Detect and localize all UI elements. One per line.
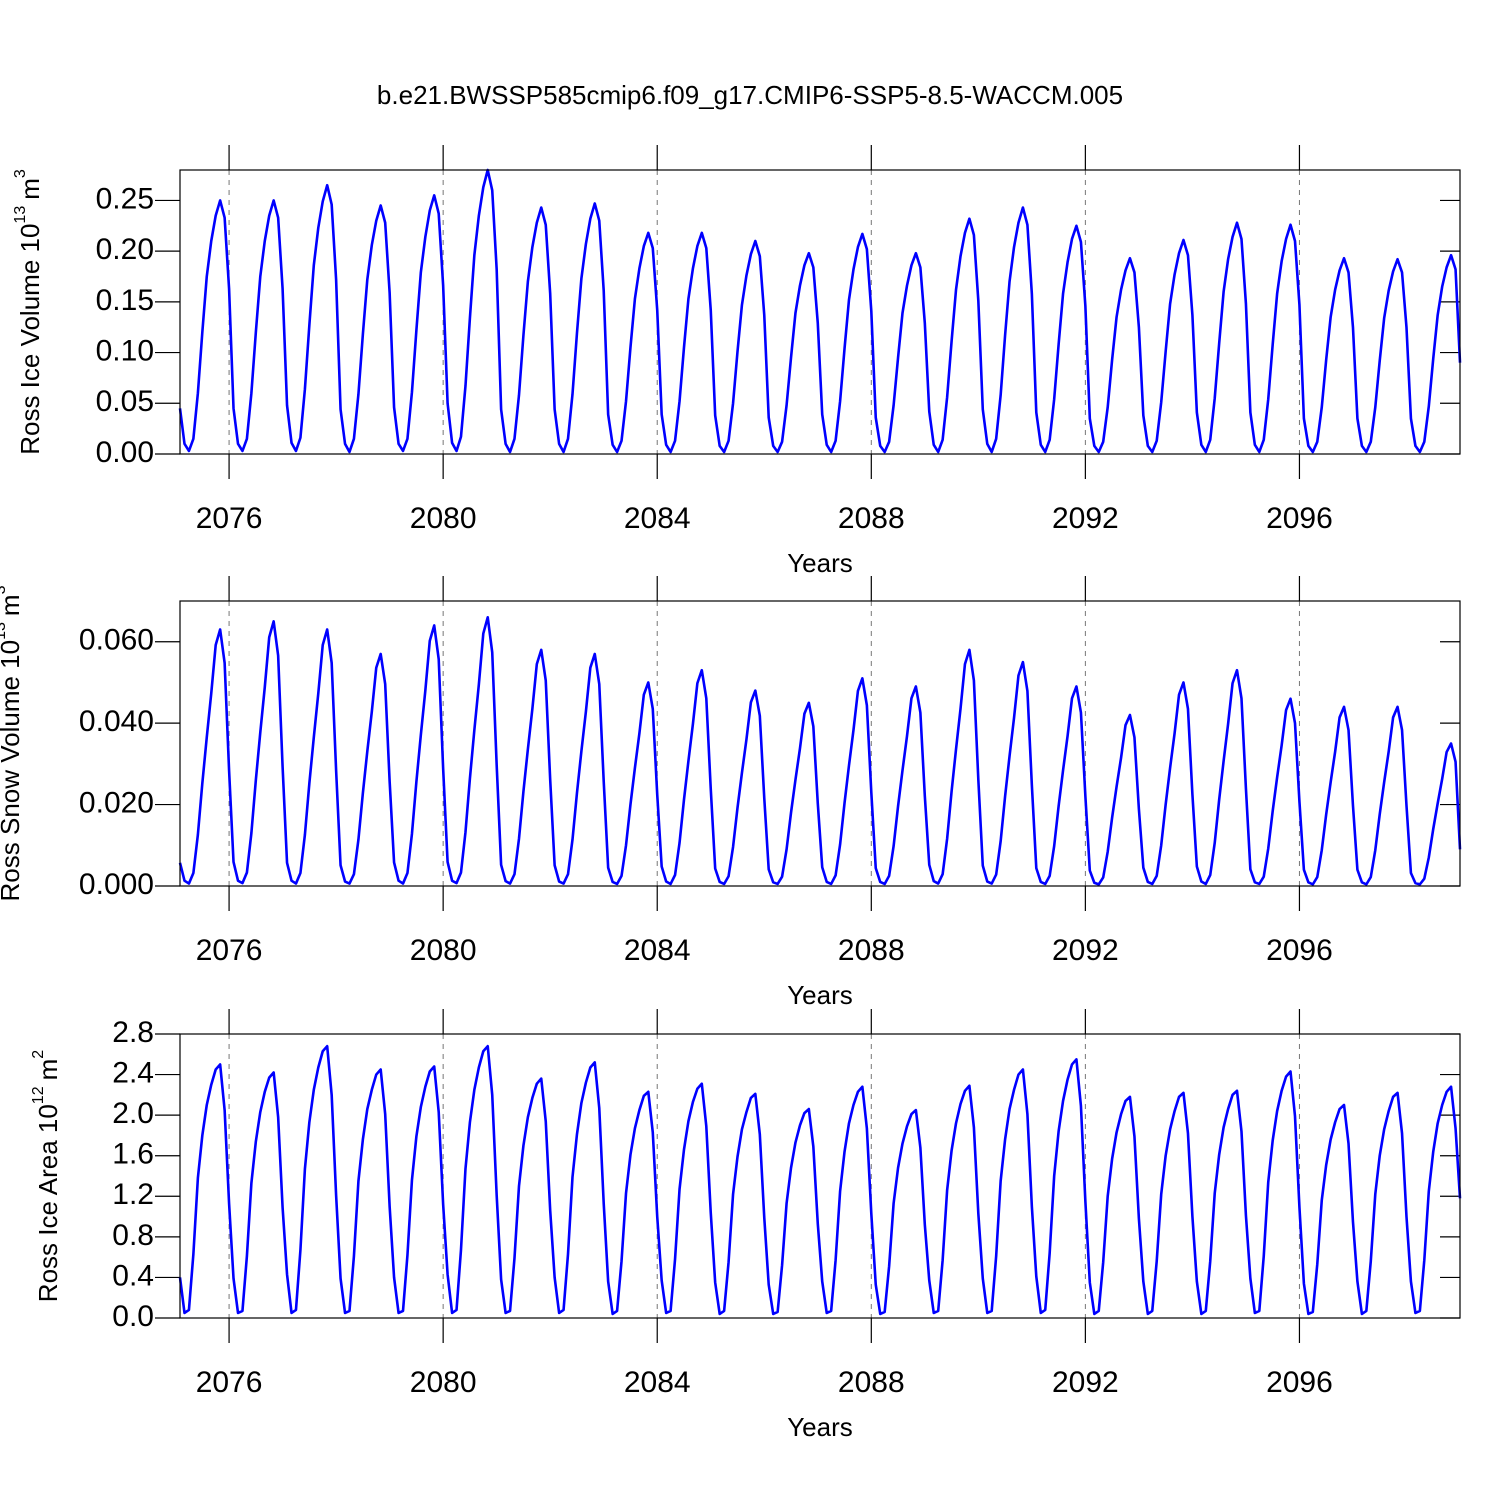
x-axis-label: Years: [787, 1412, 853, 1442]
y-tick-label: 0.10: [96, 334, 154, 367]
y-tick-label: 0.20: [96, 233, 154, 266]
y-tick-label: 0.8: [112, 1219, 154, 1252]
x-tick-label: 2076: [196, 1366, 263, 1399]
plot-frame: [179, 600, 1461, 887]
x-tick-label: 2088: [838, 1366, 905, 1399]
y-axis-label-exponent: 12: [30, 1086, 47, 1104]
plot-frame: [179, 1033, 1461, 1319]
x-tick-label: 2080: [410, 934, 477, 967]
x-tick-label: 2096: [1266, 934, 1333, 967]
x-axis-label: Years: [787, 980, 853, 1010]
y-axis-label-unit-exponent: 3: [12, 169, 29, 178]
y-tick-label: 0.00: [96, 436, 154, 469]
data-line: [178, 168, 1462, 454]
x-tick-label: 2076: [196, 934, 263, 967]
y-tick-label: 0.0: [112, 1300, 154, 1333]
x-tick-label: 2084: [624, 502, 691, 535]
y-axis-label-unit-exponent: 3: [0, 585, 9, 594]
plot-frame: [179, 169, 1461, 455]
x-tick-label: 2076: [196, 502, 263, 535]
y-tick-label: 0.15: [96, 284, 154, 317]
x-tick-label: 2096: [1266, 502, 1333, 535]
y-axis-label-unit: m: [33, 1059, 63, 1081]
y-tick-label: 0.000: [79, 868, 154, 901]
y-tick-label: 0.040: [79, 705, 154, 738]
x-tick-label: 2088: [838, 502, 905, 535]
data-line: [178, 1044, 1462, 1316]
x-tick-label: 2080: [410, 1366, 477, 1399]
x-tick-label: 2088: [838, 934, 905, 967]
y-tick-label: 2.0: [112, 1097, 154, 1130]
x-tick-label: 2080: [410, 502, 477, 535]
y-axis-label-unit: m: [15, 178, 45, 200]
y-axis-label-text: Ross Snow Volume 10: [0, 640, 25, 902]
x-tick-label: 2096: [1266, 1366, 1333, 1399]
x-tick-label: 2084: [624, 934, 691, 967]
x-axis-label: Years: [787, 548, 853, 578]
x-tick-label: 2092: [1052, 1366, 1119, 1399]
x-tick-label: 2092: [1052, 934, 1119, 967]
y-axis-label-unit-exponent: 2: [30, 1050, 47, 1059]
x-tick-label: 2092: [1052, 502, 1119, 535]
y-axis-label-exponent: 13: [0, 622, 9, 640]
y-axis-label-unit: m: [0, 594, 25, 616]
x-tick-label: 2084: [624, 1366, 691, 1399]
chart-title: b.e21.BWSSP585cmip6.f09_g17.CMIP6-SSP5-8…: [377, 80, 1123, 110]
data-line: [178, 615, 1462, 886]
y-tick-label: 2.8: [112, 1016, 154, 1049]
y-tick-label: 0.05: [96, 385, 154, 418]
y-tick-label: 0.060: [79, 624, 154, 657]
y-axis-label-text: Ross Ice Area 10: [33, 1104, 63, 1302]
y-tick-label: 1.6: [112, 1138, 154, 1171]
y-tick-label: 0.020: [79, 786, 154, 819]
y-axis-label-text: Ross Ice Volume 10: [15, 224, 45, 455]
y-axis-label-exponent: 13: [12, 206, 29, 224]
y-axis-label: Ross Snow Volume 1013 m3: [0, 585, 25, 901]
y-tick-label: 0.25: [96, 182, 154, 215]
y-axis-label: Ross Ice Volume 1013 m3: [12, 169, 45, 455]
y-tick-label: 0.4: [112, 1259, 154, 1292]
y-tick-label: 2.4: [112, 1056, 154, 1089]
y-tick-label: 1.2: [112, 1178, 154, 1211]
y-axis-label: Ross Ice Area 1012 m2: [30, 1050, 63, 1302]
